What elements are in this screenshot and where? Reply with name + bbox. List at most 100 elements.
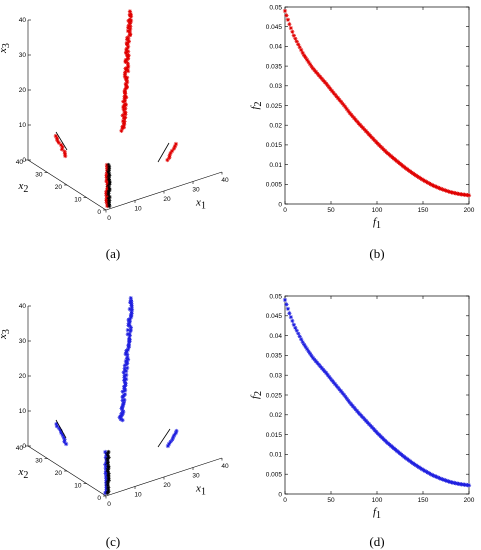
data-point — [290, 29, 295, 34]
data-point — [120, 398, 125, 403]
data-point — [355, 119, 360, 124]
data-point — [56, 140, 61, 145]
data-point — [119, 406, 124, 411]
x1-axis-label-main: x — [195, 483, 201, 495]
projection-point — [106, 184, 111, 189]
data-point — [372, 428, 377, 433]
plot-frame — [284, 295, 470, 495]
x2-axis-label-main: x — [17, 180, 23, 192]
data-point — [120, 418, 125, 423]
data-point — [166, 441, 172, 446]
data-point — [415, 464, 420, 469]
panel-caption: (a) — [106, 246, 120, 261]
data-point — [122, 74, 128, 79]
y-tick-label: 0.03 — [269, 373, 282, 380]
data-point — [61, 435, 66, 440]
y-tick-label: 0.02 — [269, 412, 282, 419]
data-point — [125, 61, 130, 66]
data-point — [321, 367, 326, 372]
x-tick-label: 200 — [464, 497, 475, 504]
data-point — [466, 193, 472, 198]
data-point — [165, 157, 170, 163]
x1-tick-label: 30 — [192, 187, 200, 194]
projection-point — [107, 182, 112, 187]
data-point — [350, 403, 355, 409]
panel-b-pareto-front: 0 50 100 150 200 0 0.005 0.01 0.015 0.02 0.025 0.03… — [249, 4, 475, 261]
data-point — [327, 374, 332, 379]
data-point — [122, 119, 127, 124]
data-point — [328, 376, 333, 381]
x1-tick-label: 0 — [107, 501, 111, 508]
x1-axis-label: x1 — [195, 197, 206, 212]
data-point — [330, 378, 335, 383]
panel-caption: (d) — [369, 534, 384, 549]
data-point — [328, 87, 333, 92]
projection-point — [105, 487, 111, 492]
projection-point — [106, 196, 111, 201]
data-point — [433, 474, 438, 479]
data-point — [413, 463, 419, 468]
panel-d-pareto-front: 0 50 100 150 200 0 0.005 0.01 0.015 0.02 0.025 0.03… — [249, 293, 475, 549]
data-point — [332, 92, 338, 97]
data-point — [127, 20, 133, 25]
data-point — [124, 84, 129, 89]
data-point — [425, 180, 430, 185]
data-point — [124, 75, 130, 80]
data-point — [128, 26, 133, 32]
data-point — [122, 397, 127, 403]
data-point — [122, 373, 127, 378]
data-point — [427, 471, 432, 476]
data-point — [371, 136, 376, 142]
data-point — [105, 194, 110, 200]
data-point — [128, 18, 134, 24]
data-point — [304, 346, 310, 352]
data-point — [125, 327, 130, 333]
data-point — [302, 53, 307, 58]
data-point — [122, 375, 127, 380]
x3-tick-label: 20 — [19, 87, 27, 94]
x2-axis-label-sub: 2 — [23, 470, 28, 481]
x-tick-label: 100 — [372, 497, 383, 504]
data-point — [312, 68, 317, 73]
x-tick-label: 150 — [418, 207, 429, 214]
left-projection-line — [55, 131, 68, 151]
data-point — [331, 380, 336, 385]
data-point — [307, 62, 313, 67]
data-point — [353, 407, 358, 412]
data-point — [167, 155, 172, 160]
x1-tick-label: 0 — [107, 215, 111, 222]
x2-tick-label: 30 — [35, 172, 43, 179]
projection-point — [107, 203, 112, 209]
data-point — [60, 145, 65, 150]
data-point — [103, 462, 108, 467]
data-point — [285, 17, 291, 22]
x3-tick-label: 0 — [22, 443, 26, 450]
data-point — [123, 57, 128, 63]
data-point — [294, 39, 299, 44]
x3-axis-label-sub: 3 — [1, 329, 12, 334]
data-point — [121, 401, 126, 407]
data-point — [366, 132, 372, 137]
data-point — [127, 9, 133, 14]
data-point — [337, 97, 342, 102]
data-point — [322, 369, 327, 374]
x2-tick-label: 20 — [55, 470, 63, 477]
data-point — [418, 176, 423, 181]
data-point — [128, 327, 133, 332]
x2-tick-label: 20 — [55, 184, 63, 191]
projection-point — [106, 168, 111, 173]
data-point — [103, 449, 108, 455]
data-point — [104, 178, 109, 184]
data-point — [303, 55, 308, 60]
projection-point — [105, 453, 110, 458]
projection-point — [107, 194, 112, 200]
data-point — [167, 153, 172, 158]
y-tick-label: 0.02 — [269, 123, 282, 130]
data-point — [119, 128, 124, 133]
data-point — [341, 392, 346, 397]
data-point — [62, 149, 67, 154]
data-point — [128, 325, 133, 330]
data-point — [324, 81, 329, 86]
projection-point — [106, 202, 111, 207]
